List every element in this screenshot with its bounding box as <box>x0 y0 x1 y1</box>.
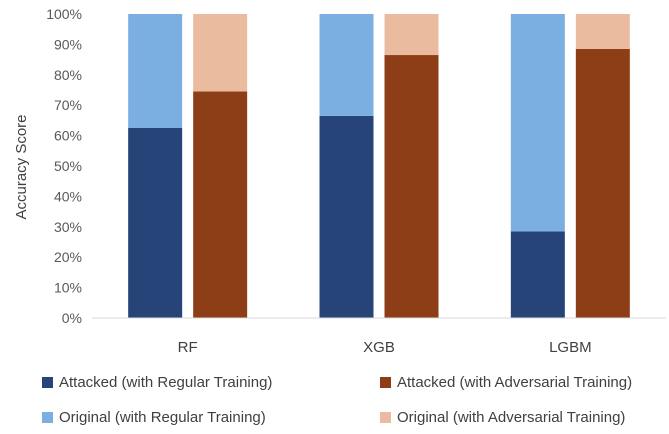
y-tick-label: 50% <box>54 158 82 174</box>
bar-marks <box>128 14 630 319</box>
legend-label-original-regular: Original (with Regular Training) <box>59 409 266 426</box>
y-tick-label: 90% <box>54 36 82 52</box>
bar-original-adversarial-xgb <box>384 14 439 56</box>
y-axis-ticks: 0% 10% 20% 30% 40% 50% 60% 70% 80% 90% 100% <box>46 6 82 326</box>
legend-label-attacked-regular: Attacked (with Regular Training) <box>59 374 273 391</box>
y-tick-label: 10% <box>54 280 82 296</box>
bar-original-regular-xgb <box>319 14 374 116</box>
legend-item-attacked-adversarial: Attacked (with Adversarial Training) <box>380 374 632 391</box>
bar-attacked-regular-rf <box>128 128 183 318</box>
y-tick-label: 40% <box>54 188 82 204</box>
bar-original-regular-rf <box>128 14 183 128</box>
y-tick-label: 20% <box>54 249 82 265</box>
x-category-label: RF <box>178 339 198 356</box>
legend-item-attacked-regular: Attacked (with Regular Training) <box>42 374 272 391</box>
y-tick-label: 100% <box>46 6 82 22</box>
legend-item-original-adversarial: Original (with Adversarial Training) <box>380 409 625 426</box>
bar-attacked-regular-lgbm <box>510 231 565 318</box>
bar-attacked-adversarial-rf <box>193 91 248 319</box>
bar-original-adversarial-lgbm <box>575 14 630 49</box>
y-tick-label: 0% <box>62 310 82 326</box>
legend-swatch-attacked-regular <box>42 377 53 388</box>
legend-label-attacked-adversarial: Attacked (with Adversarial Training) <box>397 374 633 391</box>
legend-swatch-original-adversarial <box>380 412 391 423</box>
legend-swatch-original-regular <box>42 412 53 423</box>
bar-original-adversarial-rf <box>193 14 248 92</box>
y-tick-label: 30% <box>54 219 82 235</box>
legend-label-original-adversarial: Original (with Adversarial Training) <box>397 409 626 426</box>
legend-item-original-regular: Original (with Regular Training) <box>42 409 266 426</box>
y-tick-label: 70% <box>54 97 82 113</box>
y-axis-label: Accuracy Score <box>13 114 30 219</box>
x-category-label: XGB <box>363 339 395 356</box>
bar-attacked-adversarial-lgbm <box>575 48 630 319</box>
bar-original-regular-lgbm <box>510 14 565 232</box>
bar-attacked-adversarial-xgb <box>384 55 439 318</box>
y-tick-label: 60% <box>54 128 82 144</box>
legend-swatch-attacked-adversarial <box>380 377 391 388</box>
bar-attacked-regular-xgb <box>319 115 374 318</box>
y-tick-label: 80% <box>54 67 82 83</box>
x-category-label: LGBM <box>549 339 592 356</box>
x-axis-categories: RF XGB LGBM <box>178 339 592 356</box>
